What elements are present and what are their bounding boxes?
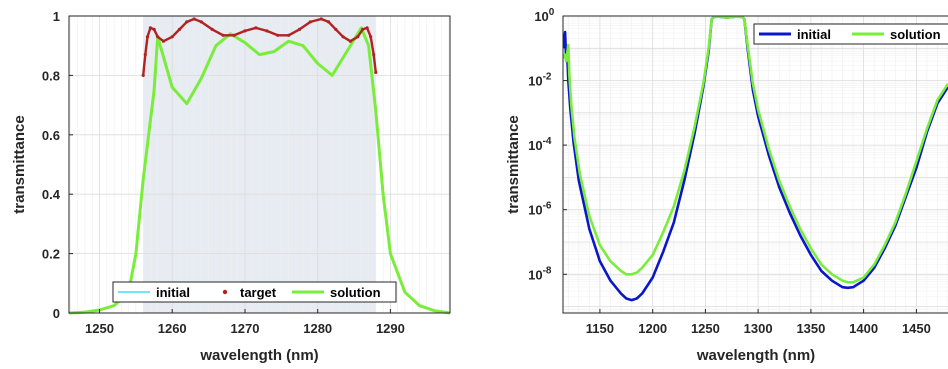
- series-target-point: [361, 27, 365, 31]
- legend-initial-label: initial: [156, 285, 190, 300]
- series-solution-line: [68, 26, 451, 315]
- series-target-point: [185, 20, 189, 24]
- series-target-point: [161, 39, 166, 43]
- series-target-point: [210, 27, 214, 31]
- left-series: [68, 17, 451, 315]
- left-legend: initial target solution: [112, 281, 397, 303]
- right-series: [563, 16, 948, 302]
- right-legend: initial solution: [753, 23, 948, 45]
- series-target-point: [334, 27, 338, 31]
- left-chart: 1250 1260 1270 1280 1290 0 0.2 0.4 0.6 0.8 1 wavel…: [11, 9, 451, 364]
- series-target-point: [341, 35, 345, 39]
- series-target-point: [372, 53, 376, 57]
- right-y-axis-label: transmittance: [505, 115, 522, 213]
- series-target-point: [177, 27, 182, 31]
- series-target-point: [148, 26, 152, 30]
- left-y-tick-label: 0.6: [42, 128, 60, 143]
- left-x-axis-label: wavelength (nm): [199, 347, 318, 364]
- legend-initial-label: initial: [797, 27, 831, 42]
- left-y-tick-label: 0.2: [42, 247, 60, 262]
- left-y-tick-label: 1: [53, 9, 60, 24]
- left-y-tick-label: 0.4: [42, 187, 61, 202]
- legend-solution-label: solution: [330, 285, 381, 300]
- series-target-point: [308, 20, 312, 24]
- right-y-tick-base: 10: [528, 74, 542, 89]
- series-target-point: [319, 17, 323, 21]
- right-x-tick-label: 1350: [796, 321, 825, 336]
- right-x-tick-label: 1250: [691, 321, 720, 336]
- right-grid: [563, 15, 948, 313]
- series-target-point: [254, 26, 258, 30]
- right-y-tick-base: 10: [528, 138, 542, 153]
- left-grid: [69, 15, 450, 314]
- left-x-tick-label: 1260: [158, 321, 187, 336]
- right-x-tick-label: 1150: [586, 321, 614, 336]
- series-target-point: [327, 20, 331, 24]
- legend-solution-label: solution: [890, 27, 941, 42]
- left-x-tick-label: 1270: [231, 321, 260, 336]
- series-target-point: [199, 20, 203, 24]
- series-target-point: [265, 29, 269, 33]
- series-target-point: [156, 35, 160, 39]
- series-target-point: [145, 35, 150, 39]
- right-y-tick-exponent: 0: [549, 7, 555, 18]
- right-legend-box: [753, 23, 948, 45]
- left-legend-box: [112, 281, 397, 303]
- left-x-tick-label: 1250: [85, 321, 114, 336]
- right-y-tick-exponent: -4: [543, 136, 552, 147]
- series-target-point: [348, 39, 352, 43]
- series-solution-line: [563, 16, 948, 284]
- series-target-point: [369, 35, 373, 39]
- series-target-point: [192, 17, 196, 21]
- series-target-point: [243, 29, 247, 33]
- right-plot-background: [563, 16, 948, 313]
- right-y-tick-base: 10: [528, 267, 542, 282]
- series-target-point: [170, 35, 174, 39]
- series-target-point: [221, 33, 225, 37]
- left-y-tick-label: 0.8: [42, 68, 60, 83]
- series-target-point: [365, 26, 369, 30]
- right-x-tick-label: 1400: [849, 321, 878, 336]
- right-y-tick-base: 10: [534, 9, 548, 24]
- right-y-tick-exponent: -6: [543, 201, 552, 212]
- left-x-tick-label: 1280: [303, 321, 332, 336]
- left-y-tick-label: 0: [53, 306, 60, 321]
- left-x-tick-label: 1290: [376, 321, 405, 336]
- series-target-point: [287, 33, 291, 37]
- series-target-point: [374, 70, 378, 74]
- series-target-point: [141, 73, 145, 77]
- legend-target-marker: [222, 289, 228, 295]
- right-x-tick-label: 1300: [744, 321, 773, 336]
- series-target-point: [276, 33, 280, 37]
- right-y-tick-exponent: -2: [543, 72, 552, 83]
- series-target-point: [143, 53, 147, 57]
- series-target-point: [297, 27, 302, 31]
- right-x-tick-label: 1200: [638, 321, 667, 336]
- right-x-axis-label: wavelength (nm): [696, 347, 815, 364]
- right-y-tick-exponent: -8: [543, 265, 552, 276]
- right-y-tick-base: 10: [528, 203, 542, 218]
- left-y-axis-label: transmittance: [11, 115, 28, 213]
- left-ticks: 1250 1260 1270 1280 1290 0 0.2 0.4 0.6 0.8 1: [42, 9, 405, 336]
- series-target-point: [152, 27, 156, 31]
- left-axes-box: [68, 15, 451, 314]
- series-target-point: [356, 35, 360, 39]
- series-target-point: [232, 33, 236, 37]
- legend-target-label: target: [240, 285, 277, 300]
- right-x-tick-label: 1450: [902, 321, 931, 336]
